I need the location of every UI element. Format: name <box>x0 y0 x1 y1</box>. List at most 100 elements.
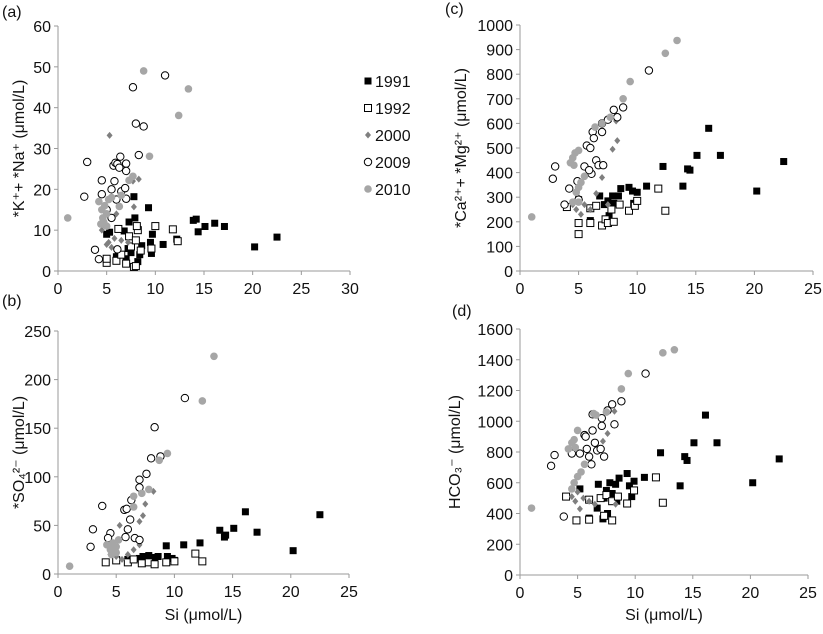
data-point-1991 <box>159 240 167 248</box>
data-point-1991 <box>125 218 133 226</box>
panel-label: (b) <box>2 293 22 310</box>
data-point-2000 <box>568 493 575 501</box>
y-axis-label: *K⁺+ *Na⁺ (μmol/L) <box>11 80 28 218</box>
legend-entry-2000: 2000 <box>365 128 411 145</box>
data-point-1992 <box>150 560 159 569</box>
data-point-2000 <box>118 236 125 244</box>
data-point-2010 <box>155 456 164 465</box>
data-point-2010 <box>570 435 578 444</box>
data-point-1991 <box>130 193 138 201</box>
data-point-2010 <box>63 214 72 222</box>
y-tick-label: 100 <box>486 239 513 256</box>
panel-label: (a) <box>2 4 22 21</box>
legend-label: 2010 <box>375 182 411 199</box>
data-point-1991 <box>596 192 604 200</box>
data-point-1991 <box>630 477 638 485</box>
data-point-2000 <box>124 551 131 559</box>
y-tick-label: 50 <box>33 60 51 77</box>
data-point-1992 <box>173 237 182 246</box>
data-point-2009 <box>128 83 138 92</box>
data-point-1992 <box>609 217 618 226</box>
data-point-2009 <box>587 460 596 469</box>
data-point-1991 <box>180 541 188 549</box>
data-point-2000 <box>106 131 113 139</box>
data-point-1991 <box>600 201 608 209</box>
data-point-2009 <box>142 469 151 479</box>
data-point-2000 <box>574 488 581 496</box>
x-tick-label: 5 <box>573 585 582 602</box>
data-point-2009 <box>131 119 141 128</box>
x-tick-label: 20 <box>244 281 262 298</box>
data-point-2009 <box>581 432 590 441</box>
data-point-2009 <box>597 421 606 431</box>
data-point-2010 <box>102 210 111 218</box>
data-point-2009 <box>550 162 560 171</box>
data-point-1991 <box>640 473 648 481</box>
data-point-2009 <box>116 152 125 161</box>
data-point-1991 <box>216 526 224 534</box>
data-point-1991 <box>138 242 146 250</box>
legend-entry-1992: 1992 <box>364 101 411 118</box>
y-tick-label: 100 <box>24 470 51 487</box>
data-point-1991 <box>594 480 602 488</box>
data-point-1992 <box>112 256 121 265</box>
y-tick-label: 10 <box>33 223 51 240</box>
data-point-1991 <box>625 183 633 191</box>
y-tick-label: 0 <box>42 567 51 584</box>
x-tick-label: 25 <box>804 281 822 298</box>
data-point-2010 <box>598 119 606 128</box>
data-point-1992 <box>131 262 140 271</box>
data-point-2000 <box>612 500 619 508</box>
data-point-2010 <box>129 492 138 501</box>
panel-label: (c) <box>445 1 464 18</box>
data-point-1992 <box>101 558 110 567</box>
data-point-1992 <box>170 557 179 566</box>
data-point-1991 <box>241 508 249 516</box>
data-point-1991 <box>127 249 135 257</box>
data-point-1992 <box>623 499 632 508</box>
data-point-2000 <box>580 494 587 502</box>
data-point-1991 <box>775 455 783 463</box>
data-point-1991 <box>749 479 757 487</box>
x-tick-label: 10 <box>166 584 184 601</box>
y-tick-label: 600 <box>486 116 513 133</box>
data-point-1992 <box>630 486 639 495</box>
y-tick-label: 600 <box>486 476 513 493</box>
data-point-2010 <box>577 468 585 476</box>
data-point-1991 <box>106 228 114 236</box>
data-point-2000 <box>604 201 611 209</box>
data-point-1991 <box>629 187 637 195</box>
data-point-1991 <box>701 411 709 419</box>
data-point-2009 <box>94 254 104 264</box>
data-point-1992 <box>654 184 663 193</box>
y-tick-label: 250 <box>24 324 51 341</box>
data-point-2009 <box>607 400 617 409</box>
data-point-1992 <box>168 225 177 234</box>
data-point-1992 <box>633 196 642 205</box>
data-point-1992 <box>114 224 123 233</box>
data-point-2009 <box>613 113 622 122</box>
data-point-2009 <box>113 245 122 254</box>
data-point-1991 <box>253 528 261 536</box>
data-point-2000 <box>130 203 137 211</box>
data-point-2000 <box>105 238 112 246</box>
data-point-2010 <box>626 77 634 86</box>
data-point-2009 <box>588 426 597 435</box>
data-point-2010 <box>570 161 578 170</box>
data-point-1991 <box>122 255 130 263</box>
data-point-1991 <box>612 480 620 488</box>
data-point-2000 <box>581 201 588 209</box>
y-tick-label: 200 <box>486 215 513 232</box>
data-point-2000 <box>116 521 123 529</box>
y-tick-label: 40 <box>33 101 51 118</box>
data-point-2009 <box>546 461 556 471</box>
data-point-1991 <box>628 493 636 501</box>
data-point-1992 <box>608 516 617 525</box>
legend: 1991 1992 2000 2009 2010 <box>363 74 411 199</box>
data-point-2010 <box>573 426 582 435</box>
data-point-2009 <box>599 161 608 170</box>
data-point-2010 <box>184 85 193 93</box>
y-tick-label: 300 <box>486 190 513 207</box>
data-point-1992 <box>592 201 601 210</box>
data-point-2009 <box>599 452 609 461</box>
